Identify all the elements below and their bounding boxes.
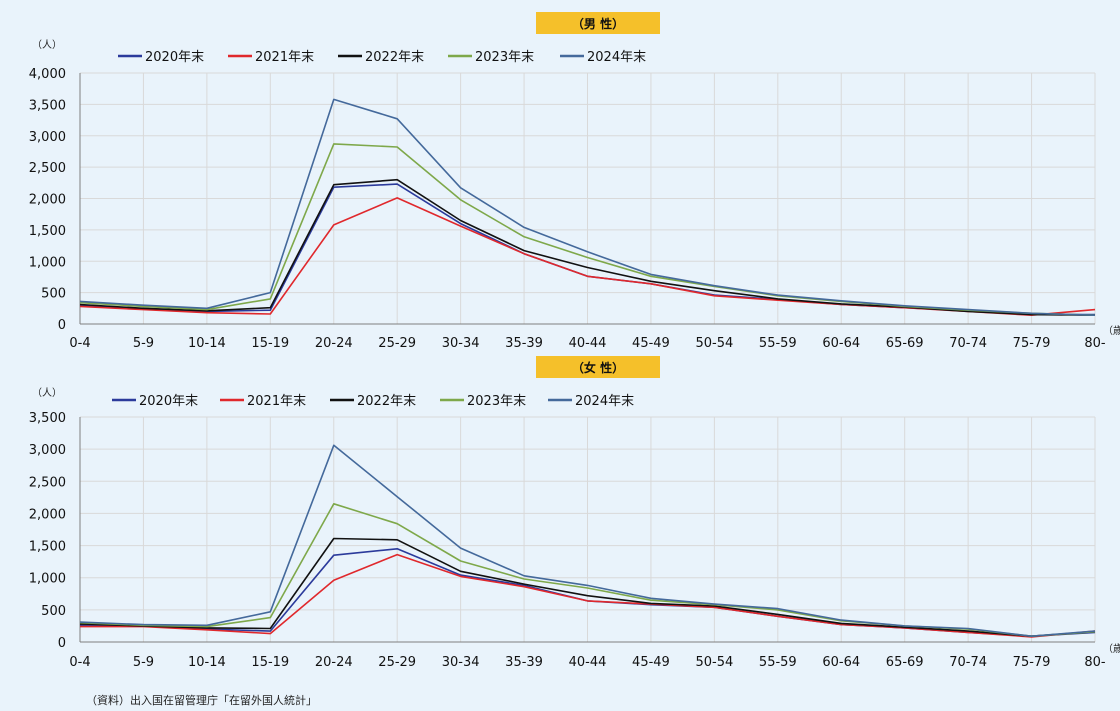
chart-2-x-tick-label: 50-54: [695, 655, 733, 670]
chart-2-x-tick-label: 30-34: [442, 655, 480, 670]
chart-1-y-tick-label: 0: [58, 318, 66, 333]
chart-1-y-tick-label: 2,000: [29, 193, 66, 208]
chart-1-x-tick-label: 0-4: [69, 336, 90, 351]
chart-1-x-tick-label: 55-59: [759, 336, 797, 351]
chart-1-title-box: [536, 12, 660, 34]
chart-1-legend-label-2: 2021年末: [255, 50, 314, 65]
chart-1-x-tick-label: 70-74: [949, 336, 987, 351]
chart-1-x-tick-label: 30-34: [442, 336, 480, 351]
chart-2-x-tick-label: 40-44: [569, 655, 607, 670]
chart-1-y-tick-label: 3,500: [29, 98, 66, 113]
chart-2-y-tick-label: 2,000: [29, 507, 66, 522]
chart-2-title-box: [536, 356, 660, 378]
chart-2-x-tick-label: 60-64: [822, 655, 860, 670]
chart-1-x-tick-label: 75-79: [1013, 336, 1051, 351]
chart-2-y-tick-label: 500: [41, 604, 66, 619]
chart-2-legend-label-5: 2024年末: [575, 394, 634, 409]
chart-1-legend-label-4: 2023年末: [475, 50, 534, 65]
chart-2-y-tick-label: 3,000: [29, 443, 66, 458]
chart-2-x-tick-label: 65-69: [886, 655, 924, 670]
chart-2-y-tick-label: 0: [58, 636, 66, 651]
chart-1-y-tick-label: 500: [41, 287, 66, 302]
chart-2-y-tick-label: 3,500: [29, 411, 66, 426]
chart-2-x-tick-label: 10-14: [188, 655, 226, 670]
chart-2-x-tick-label: 55-59: [759, 655, 797, 670]
chart-2-legend-label-2: 2021年末: [247, 394, 306, 409]
chart-1-y-tick-label: 1,000: [29, 255, 66, 270]
chart-2-y-tick-label: 1,000: [29, 572, 66, 587]
chart-1-series-line-5: [79, 98, 1096, 316]
chart-2-y-tick-label: 2,500: [29, 475, 66, 490]
chart-1-series-line-3: [79, 178, 1096, 316]
chart-2-x-tick-label: 35-39: [505, 655, 543, 670]
chart-1-x-tick-label: 10-14: [188, 336, 226, 351]
chart-2-x-tick-label: 20-24: [315, 655, 353, 670]
chart-2-x-tick-label: 25-29: [378, 655, 416, 670]
chart-1-x-tick-label: 60-64: [822, 336, 860, 351]
chart-1-x-tick-label: 20-24: [315, 336, 353, 351]
chart-2-x-tick-label: 5-9: [133, 655, 154, 670]
chart-1-y-tick-label: 1,500: [29, 224, 66, 239]
chart-1-x-tick-label: 40-44: [569, 336, 607, 351]
chart-1-x-tick-label: 80-: [1084, 336, 1106, 351]
chart-1-y-tick-label: 4,000: [29, 67, 66, 82]
chart-2-series-line-3: [79, 537, 1096, 638]
chart-1-title: （男 性）: [572, 16, 624, 31]
chart-2-x-tick-label: 15-19: [251, 655, 289, 670]
chart-2-x-tick-label: 80-: [1084, 655, 1106, 670]
chart-2-series-line-5: [79, 444, 1096, 638]
chart-2-series-line-2: [80, 553, 1096, 638]
chart-1-x-tick-label: 25-29: [378, 336, 416, 351]
chart-1-y-tick-label: 3,000: [29, 130, 66, 145]
chart-2-title: （女 性）: [572, 360, 624, 375]
chart-2-x-tick-label: 70-74: [949, 655, 987, 670]
chart-2-x-tick-label: 0-4: [69, 655, 90, 670]
source-note: （資料）出入国在留管理庁「在留外国人統計」: [86, 693, 317, 707]
chart-1-x-tick-label: 15-19: [251, 336, 289, 351]
chart-2-y-unit: （人）: [32, 387, 62, 399]
chart-1-x-tick-label: 5-9: [133, 336, 154, 351]
chart-2-legend-label-4: 2023年末: [467, 394, 526, 409]
chart-1-legend-label-3: 2022年末: [365, 50, 424, 65]
chart-1-y-unit: （人）: [32, 39, 62, 51]
chart-2-x-unit: （歳）: [1103, 643, 1120, 655]
chart-2-x-tick-label: 75-79: [1013, 655, 1051, 670]
chart-1-x-tick-label: 50-54: [695, 336, 733, 351]
chart-1-x-tick-label: 65-69: [886, 336, 924, 351]
chart-1-x-tick-label: 35-39: [505, 336, 543, 351]
chart-2-legend-label-3: 2022年末: [357, 394, 416, 409]
chart-2-legend-label-1: 2020年末: [139, 394, 198, 409]
chart-2-y-tick-label: 1,500: [29, 540, 66, 555]
chart-1-legend-label-5: 2024年末: [587, 50, 646, 65]
chart-1-x-tick-label: 45-49: [632, 336, 670, 351]
chart-2-x-tick-label: 45-49: [632, 655, 670, 670]
chart-1-legend-label-1: 2020年末: [145, 50, 204, 65]
chart-1-x-unit: （歳）: [1103, 325, 1120, 337]
chart-1-y-tick-label: 2,500: [29, 161, 66, 176]
